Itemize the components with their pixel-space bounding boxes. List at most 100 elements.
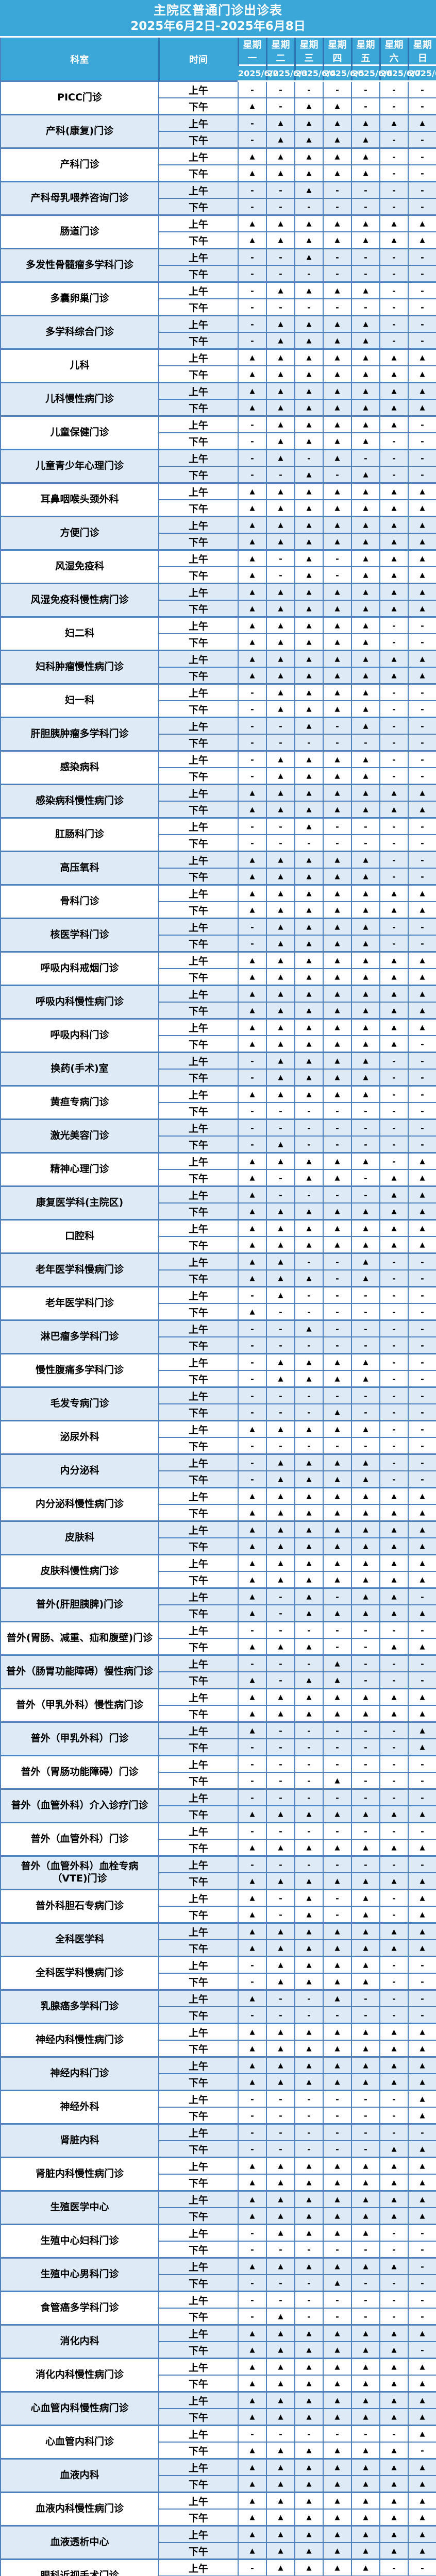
schedule-mark-open: ▲ (266, 1286, 295, 1304)
schedule-mark-open: ▲ (238, 1587, 267, 1605)
schedule-mark-open: ▲ (294, 1688, 324, 1706)
schedule-mark-closed: - (379, 1956, 409, 1974)
schedule-mark-closed: - (294, 1989, 324, 2007)
schedule-mark-closed: - (266, 734, 295, 752)
time-label-am: 上午 (158, 1453, 239, 1471)
schedule-mark-open: ▲ (266, 2341, 295, 2359)
time-label-pm: 下午 (158, 1403, 239, 1421)
schedule-mark-closed: - (351, 2308, 380, 2326)
schedule-mark-open: ▲ (238, 549, 267, 567)
time-label-pm: 下午 (158, 2241, 239, 2259)
schedule-mark-closed: - (351, 1336, 380, 1354)
table-row: 下午 ▲ ▲ ▲ ▲ ▲ ▲ ▲ (1, 533, 436, 551)
schedule-mark-closed: - (351, 2140, 380, 2158)
schedule-mark-open: ▲ (351, 1805, 380, 1823)
schedule-mark-closed: - (379, 1386, 409, 1404)
department-name: 肾脏内科 (0, 2123, 159, 2158)
time-label-pm: 下午 (158, 533, 239, 551)
schedule-mark-open: ▲ (379, 1604, 409, 1622)
time-label-pm: 下午 (158, 633, 239, 651)
schedule-mark-open: ▲ (266, 801, 295, 819)
table-row: 下午 ▲ ▲ ▲ ▲ ▲ ▲ ▲ (1, 600, 436, 618)
schedule-mark-open: ▲ (351, 968, 380, 986)
schedule-mark-closed: - (379, 315, 409, 333)
schedule-mark-open: ▲ (266, 1052, 295, 1070)
table-row: 多学科综合门诊 上午 - ▲ ▲ ▲ ▲ - - (0, 315, 436, 350)
schedule-mark-closed: - (266, 1721, 295, 1739)
schedule-mark-closed: - (351, 1738, 380, 1756)
department-name: 儿科 (0, 348, 159, 383)
time-label-am: 上午 (158, 80, 239, 98)
table-row: 下午 ▲ ▲ ▲ ▲ ▲ ▲ ▲ (1, 2040, 436, 2058)
schedule-mark-open: ▲ (408, 516, 436, 534)
table-row: 生殖中心男科门诊 上午 ▲ ▲ ▲ ▲ ▲ ▲ - (0, 2257, 436, 2292)
table-row: 骨科门诊 上午 ▲ ▲ ▲ ▲ ▲ ▲ ▲ (0, 884, 436, 919)
department-name: 普外（血管外科）血栓专病（VTE)门诊 (0, 1855, 159, 1890)
schedule-mark-open: ▲ (238, 1252, 267, 1270)
schedule-mark-closed: - (351, 1118, 380, 1137)
schedule-mark-closed: - (323, 717, 352, 735)
schedule-mark-open: ▲ (266, 2492, 295, 2510)
time-label-pm: 下午 (158, 1069, 239, 1087)
table-row: 风湿免疫科 上午 ▲ - ▲ - ▲ ▲ ▲ (0, 549, 436, 584)
schedule-mark-closed: - (408, 332, 436, 350)
schedule-mark-closed: - (266, 1386, 295, 1404)
table-row: 内分泌科慢性病门诊 上午 ▲ ▲ ▲ ▲ ▲ ▲ ▲ (0, 1487, 436, 1522)
schedule-mark-open: ▲ (266, 1638, 295, 1656)
schedule-mark-open: ▲ (294, 2558, 324, 2576)
schedule-mark-open: ▲ (294, 2475, 324, 2493)
schedule-mark-closed: - (266, 265, 295, 283)
time-label-am: 上午 (158, 1654, 239, 1672)
schedule-mark-open: ▲ (266, 2308, 295, 2326)
time-label-am: 上午 (158, 1688, 239, 1706)
schedule-mark-open: ▲ (351, 1922, 380, 1940)
schedule-mark-closed: - (238, 817, 267, 835)
schedule-mark-closed: - (408, 1252, 436, 1270)
schedule-mark-closed: - (379, 298, 409, 316)
schedule-mark-open: ▲ (266, 851, 295, 869)
schedule-mark-closed: - (238, 1286, 267, 1304)
schedule-mark-open: ▲ (238, 1922, 267, 1940)
date-header: 2025/6/2 (238, 64, 278, 82)
schedule-mark-closed: - (379, 97, 409, 115)
department-name: 全科医学科 (0, 1922, 159, 1957)
schedule-mark-open: ▲ (238, 1638, 267, 1656)
schedule-mark-closed: - (266, 1671, 295, 1689)
schedule-mark-open: ▲ (323, 114, 352, 132)
schedule-mark-closed: - (408, 147, 436, 165)
schedule-mark-closed: - (266, 1654, 295, 1672)
schedule-mark-closed: - (379, 683, 409, 701)
table-row: 下午 ▲ ▲ ▲ ▲ ▲ ▲ ▲ (1, 1002, 436, 1020)
schedule-mark-open: ▲ (238, 600, 267, 618)
table-row: 泌尿外科 上午 ▲ ▲ ▲ ▲ ▲ - - (0, 1420, 436, 1455)
schedule-mark-open: ▲ (294, 2358, 324, 2376)
schedule-mark-closed: - (294, 1755, 324, 1773)
schedule-mark-open: ▲ (351, 382, 380, 400)
department-name: 生殖医学中心 (0, 2190, 159, 2225)
schedule-mark-closed: - (266, 97, 295, 115)
schedule-mark-open: ▲ (351, 2475, 380, 2493)
table-row: 普外（甲乳外科）慢性病门诊 上午 ▲ ▲ ▲ ▲ ▲ ▲ ▲ (0, 1688, 436, 1723)
schedule-mark-open: ▲ (323, 935, 352, 953)
time-label-am: 上午 (158, 1822, 239, 1840)
schedule-mark-open: ▲ (266, 1370, 295, 1388)
department-name: 普外（胃肠功能障碍）门诊 (0, 1755, 159, 1790)
schedule-mark-closed: - (294, 1721, 324, 1739)
schedule-mark-closed: - (379, 918, 409, 936)
time-label-am: 上午 (158, 516, 239, 534)
schedule-mark-closed: - (238, 2107, 267, 2125)
table-row: 下午 - ▲ ▲ ▲ ▲ - - (1, 935, 436, 953)
schedule-mark-closed: - (351, 1286, 380, 1304)
schedule-mark-closed: - (408, 1470, 436, 1488)
schedule-mark-open: ▲ (294, 1052, 324, 1070)
schedule-mark-closed: - (351, 2241, 380, 2259)
department-name: PICC门诊 (0, 80, 159, 115)
schedule-mark-open: ▲ (294, 2525, 324, 2543)
schedule-mark-open: ▲ (294, 1319, 324, 1337)
weekday-header-row: 科室 时间 星期一 星期二 星期三 星期四 星期五 星期六 星期日 (1, 36, 436, 82)
schedule-mark-open: ▲ (323, 2475, 352, 2493)
schedule-mark-open: ▲ (323, 2391, 352, 2409)
time-label-am: 上午 (158, 1554, 239, 1572)
time-label-am: 上午 (158, 616, 239, 634)
schedule-mark-closed: - (408, 767, 436, 785)
